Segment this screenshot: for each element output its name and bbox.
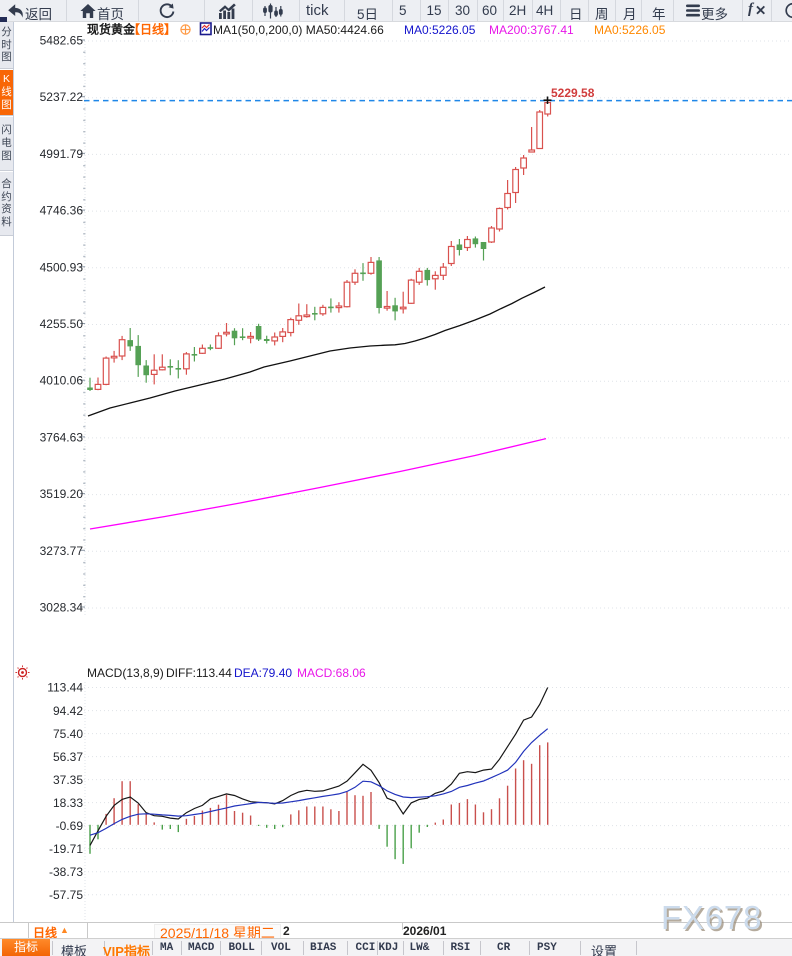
svg-text:75.40: 75.40 — [53, 727, 83, 741]
svg-text:5482.65: 5482.65 — [40, 34, 84, 48]
svg-text:MA0:5226.05: MA0:5226.05 — [404, 23, 476, 37]
svg-text:56.37: 56.37 — [53, 750, 83, 764]
svg-text:5229.58: 5229.58 — [551, 86, 595, 100]
svg-text:4991.79: 4991.79 — [40, 147, 84, 161]
svg-text:DEA:79.40: DEA:79.40 — [234, 666, 292, 680]
svg-text:37.35: 37.35 — [53, 773, 83, 787]
svg-text:MA200:3767.41: MA200:3767.41 — [489, 23, 574, 37]
svg-text:【日线】: 【日线】 — [128, 22, 176, 37]
svg-text:-57.75: -57.75 — [49, 888, 83, 902]
svg-text:MA0:5226.05: MA0:5226.05 — [594, 23, 666, 37]
svg-text:DIFF:113.44: DIFF:113.44 — [166, 666, 232, 680]
svg-text:5237.22: 5237.22 — [40, 90, 84, 104]
svg-text:113.44: 113.44 — [47, 681, 83, 695]
svg-text:3273.77: 3273.77 — [40, 544, 84, 558]
svg-text:-38.73: -38.73 — [49, 865, 83, 879]
svg-text:18.33: 18.33 — [53, 796, 83, 810]
svg-text:-19.71: -19.71 — [49, 842, 83, 856]
svg-text:3519.20: 3519.20 — [40, 487, 84, 501]
svg-text:4500.93: 4500.93 — [40, 260, 84, 274]
svg-text:3764.63: 3764.63 — [40, 430, 84, 444]
svg-text:4746.36: 4746.36 — [40, 204, 84, 218]
svg-text:94.42: 94.42 — [53, 704, 83, 718]
svg-text:4255.50: 4255.50 — [40, 317, 84, 331]
svg-text:MACD(13,8,9): MACD(13,8,9) — [87, 666, 164, 680]
svg-text:MACD:68.06: MACD:68.06 — [297, 666, 366, 680]
svg-text:-0.69: -0.69 — [56, 819, 84, 833]
svg-text:3028.34: 3028.34 — [40, 601, 84, 615]
svg-text:MA1(50,0,200,0) MA50:4424.66: MA1(50,0,200,0) MA50:4424.66 — [213, 23, 384, 37]
svg-text:现货黄金: 现货黄金 — [87, 22, 136, 37]
svg-text:4010.06: 4010.06 — [40, 374, 84, 388]
